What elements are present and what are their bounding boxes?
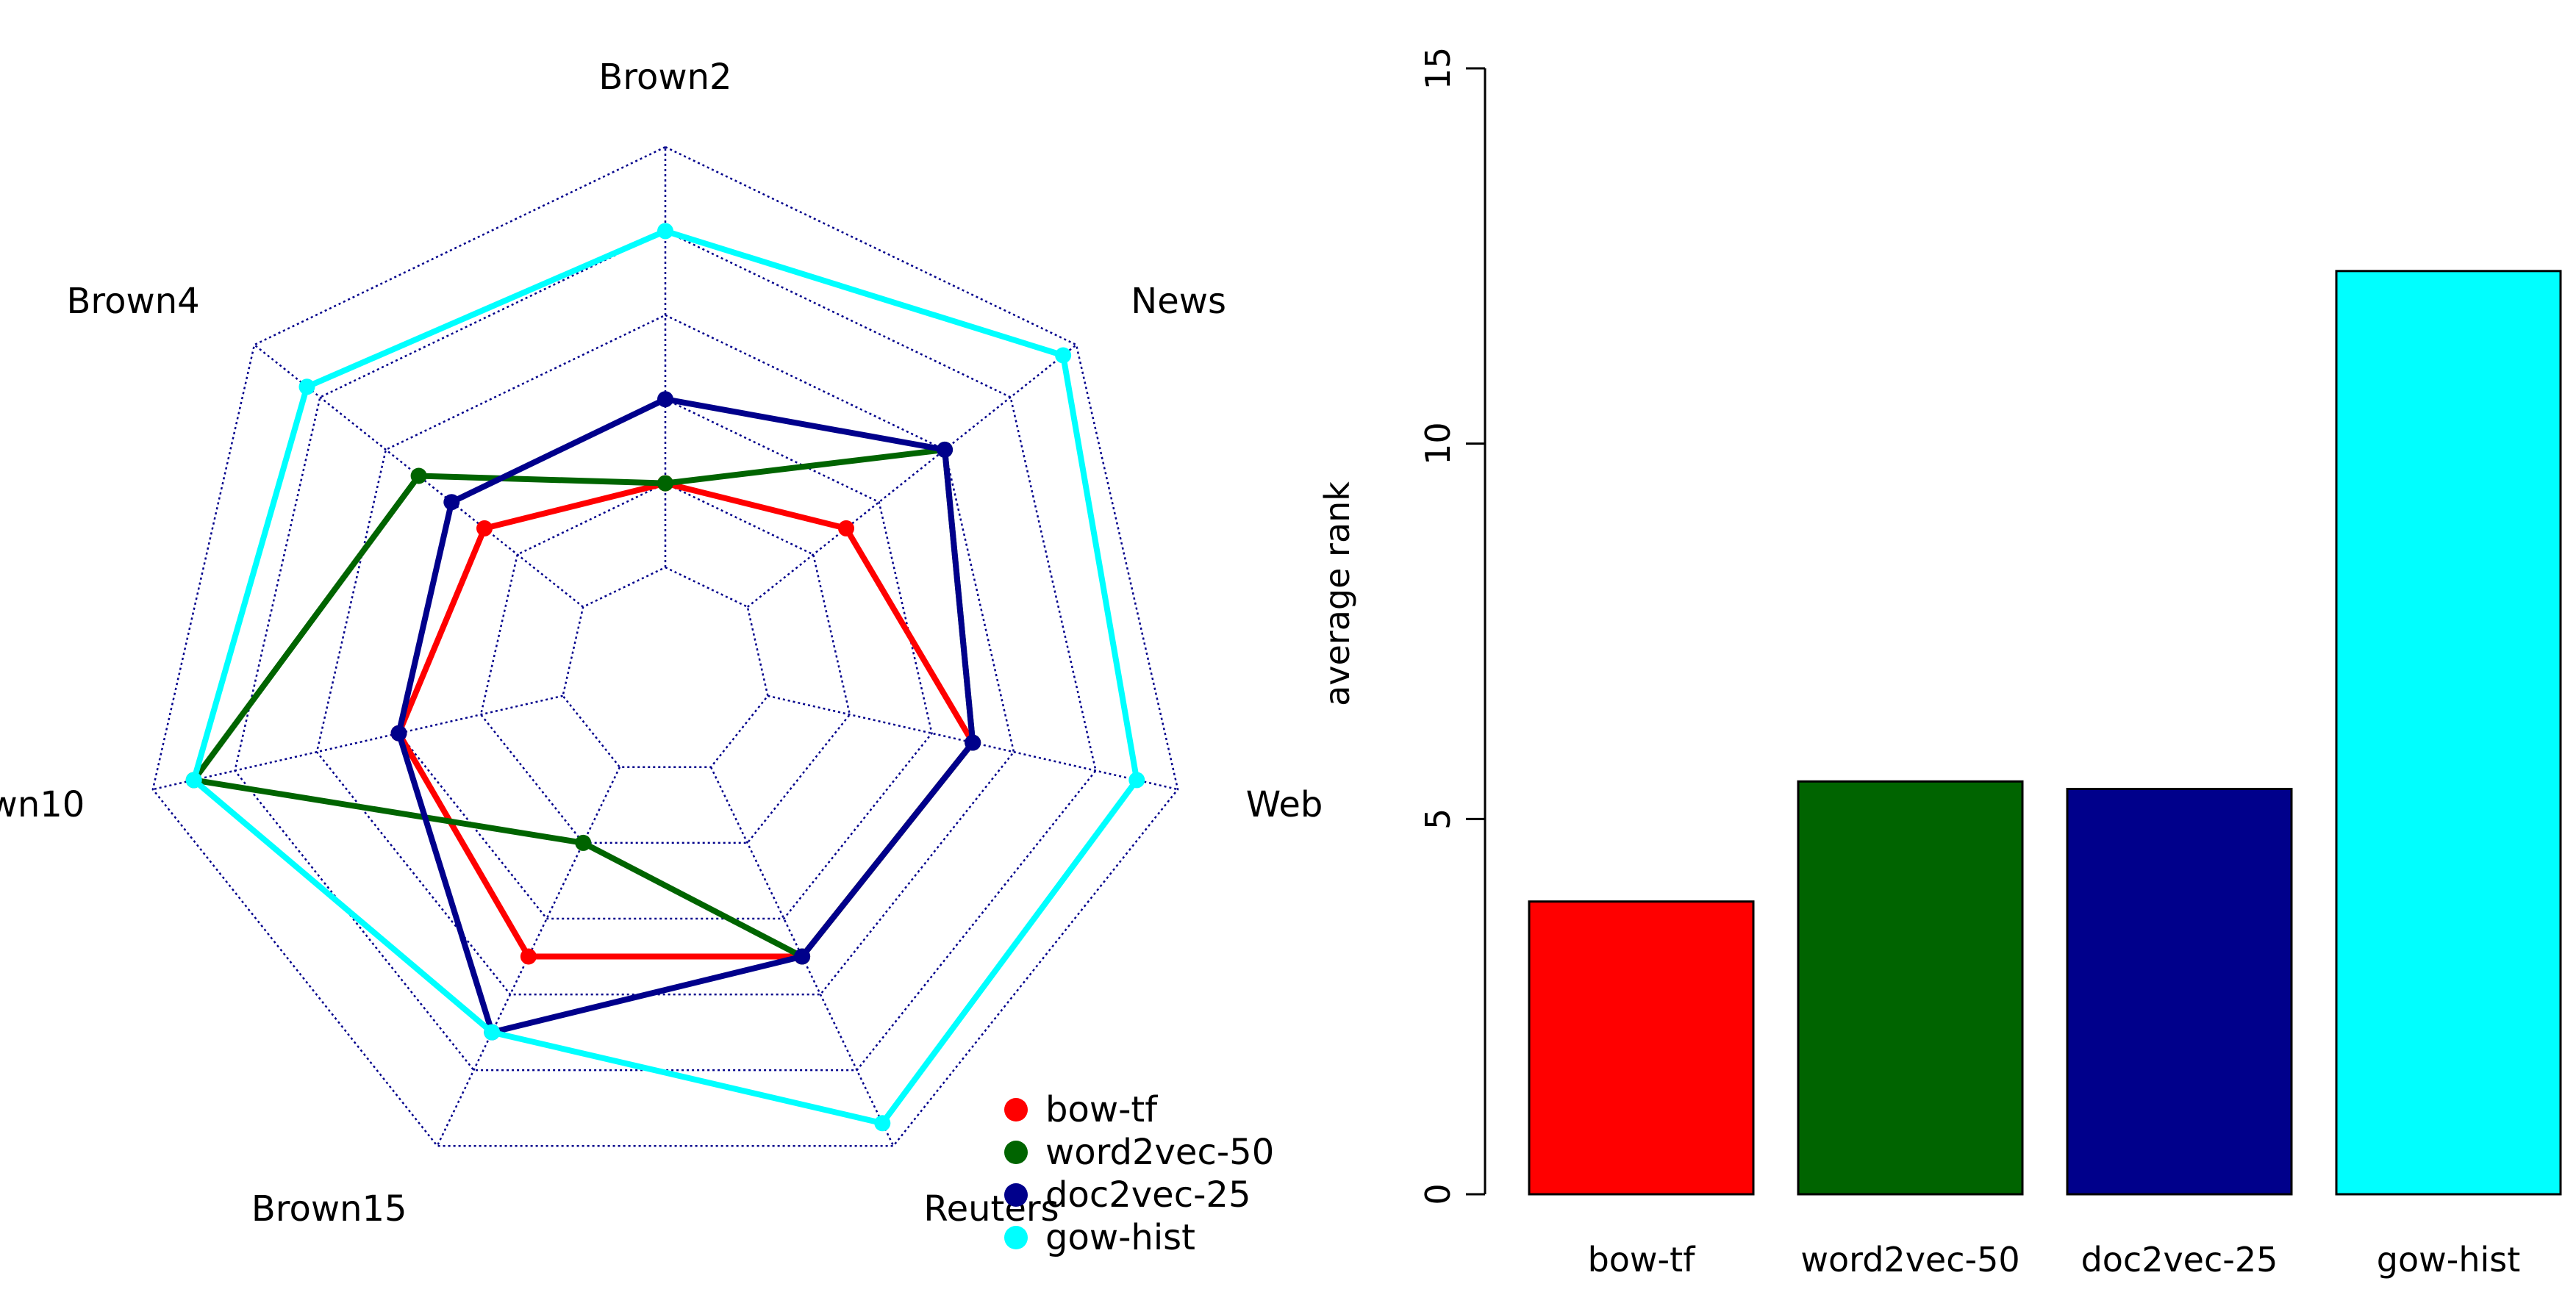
radar-grid-ring [315, 314, 1015, 996]
radar-axis-label: Brown4 [66, 281, 199, 322]
radar-grid-ring [151, 146, 1179, 1147]
bar-bow-tf [1528, 900, 1755, 1196]
radar-grid [151, 146, 1179, 1147]
legend-label: gow-hist [1045, 1217, 1195, 1258]
radar-point [410, 467, 427, 484]
legend-marker [1004, 1183, 1028, 1207]
bar-x-labels: bow-tf word2vec-50 doc2vec-25 gow-hist [1588, 1240, 2521, 1280]
bar-gow-hist [2335, 270, 2562, 1196]
radar-point [1128, 772, 1145, 789]
radar-point [838, 520, 854, 536]
x-tick-label: gow-hist [2377, 1240, 2521, 1280]
radar-series-line [396, 396, 976, 1036]
radar-point [657, 223, 673, 240]
radar-point [965, 734, 981, 751]
radar-axis-label: Brown2 [598, 57, 731, 98]
radar-grid-ring [562, 566, 769, 769]
x-tick-label: bow-tf [1588, 1240, 1697, 1280]
radar-grid-ring [479, 482, 851, 844]
bar-doc2vec-25 [2066, 788, 2293, 1196]
x-tick-label: word2vec-50 [1800, 1240, 2019, 1280]
radar-axis-label: News [1131, 281, 1226, 322]
radar-point [185, 772, 202, 789]
x-tick-label: doc2vec-25 [2081, 1240, 2278, 1280]
radar-point [937, 441, 954, 458]
radar-axis-label: Brown15 [251, 1188, 407, 1230]
bar-word2vec-50 [1797, 780, 2024, 1196]
legend-label: bow-tf [1045, 1089, 1158, 1130]
radar-series-gow-hist [185, 223, 1145, 1132]
legend-marker [1004, 1226, 1028, 1249]
y-tick-label: 10 [1418, 422, 1458, 465]
y-tick-label: 0 [1418, 1183, 1458, 1205]
radar-series-line [396, 480, 976, 960]
radar-series-doc2vec-25 [390, 391, 981, 1041]
radar-grid-ring [234, 230, 1097, 1072]
y-tick-label: 15 [1418, 47, 1458, 90]
radar-series-bow-tf [390, 475, 981, 965]
radar-point [484, 1024, 501, 1041]
radar-axis-label: Brown10 [0, 784, 85, 825]
radar-point [476, 520, 493, 536]
radar-point [298, 378, 315, 395]
legend-label: word2vec-50 [1045, 1132, 1274, 1173]
radar-point [657, 475, 673, 492]
radar-grid-spoke [152, 695, 563, 791]
radar-point [874, 1115, 891, 1132]
radar-axis-label: Reuters [923, 1188, 1059, 1230]
y-tick-label: 5 [1418, 808, 1458, 830]
bar-chart: 0 5 10 15 bow-tf word2vec-50 doc2vec-25 gow-hi… [1317, 47, 2562, 1280]
radar-chart: Brown2 News Web Reuters Brown15 Brown10 Brown4… [0, 57, 1323, 1258]
radar-axis-labels: Brown2 News Web Reuters Brown15 Brown10 Brown4 [0, 57, 1323, 1230]
radar-point [575, 834, 592, 851]
legend-label: doc2vec-25 [1045, 1174, 1251, 1216]
radar-grid-ring [398, 398, 933, 920]
radar-grid-spoke [768, 695, 1178, 791]
radar-grid-spoke [747, 344, 1077, 608]
bar-y-axis-label: average rank [1317, 481, 1357, 706]
radar-series-group [185, 223, 1145, 1132]
legend-marker [1004, 1141, 1028, 1164]
radar-point [520, 948, 537, 965]
bar-bars-group [1528, 270, 2562, 1196]
radar-axis-label: Web [1246, 784, 1323, 825]
bar-y-axis: 0 5 10 15 [1418, 47, 1486, 1205]
radar-point [1055, 347, 1072, 364]
radar-point [443, 494, 460, 511]
radar-grid-spoke [709, 767, 895, 1146]
legend-marker [1004, 1098, 1028, 1121]
radar-point [390, 725, 407, 742]
radar-point [794, 948, 811, 965]
radar-point [657, 391, 673, 408]
radar-series-line [190, 228, 1140, 1127]
radar-grid-spoke [436, 767, 621, 1146]
